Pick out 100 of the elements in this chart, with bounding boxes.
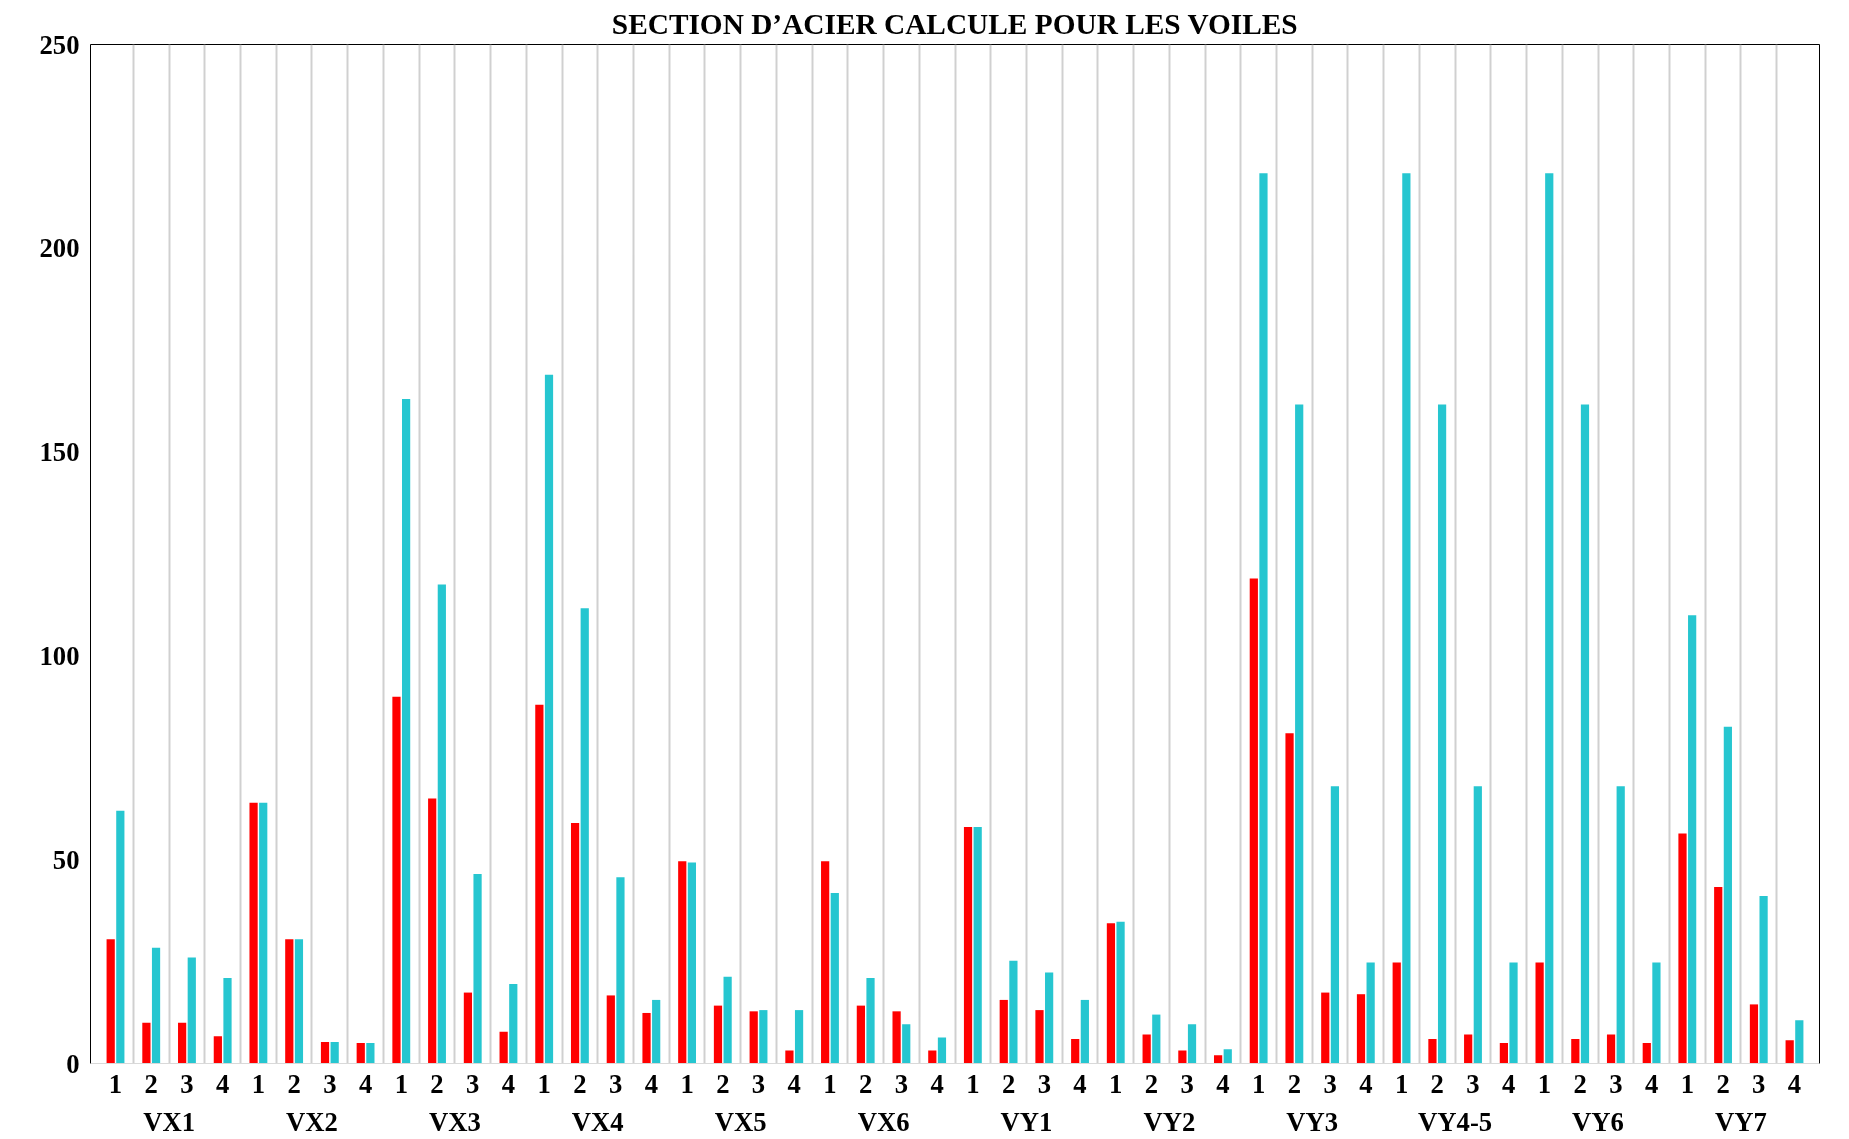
- bar: [1187, 1024, 1197, 1064]
- bar: [1009, 960, 1018, 1064]
- bar: [1116, 921, 1125, 1064]
- bar: [830, 893, 839, 1064]
- bar: [1723, 726, 1732, 1064]
- bar: [937, 1037, 947, 1064]
- text: VY2: [1143, 1106, 1196, 1137]
- y-tick-label: 100: [39, 640, 80, 671]
- bar: [1285, 733, 1294, 1064]
- bar: [678, 861, 687, 1064]
- x-tick-label: 3: [751, 1068, 766, 1099]
- bar: [1213, 1055, 1223, 1064]
- bar: [928, 1050, 937, 1064]
- bar: [963, 827, 973, 1064]
- bar: [1785, 1040, 1794, 1064]
- bar: [142, 1022, 151, 1064]
- bar: [544, 374, 554, 1064]
- bar: [213, 1036, 222, 1064]
- bar: [1749, 1004, 1759, 1064]
- bar: [1759, 895, 1768, 1064]
- bar: [1571, 1039, 1580, 1064]
- bar: [473, 873, 482, 1064]
- x-tick-label: 1: [1537, 1068, 1552, 1099]
- x-tick-label: 4: [358, 1068, 373, 1099]
- bar: [1606, 1034, 1616, 1064]
- bar: [1366, 962, 1375, 1064]
- bar: [463, 992, 473, 1064]
- x-tick-label: 2: [1573, 1068, 1587, 1099]
- y-tick-label: 0: [66, 1048, 80, 1079]
- bar: [1178, 1050, 1187, 1064]
- bar: [652, 999, 661, 1064]
- bar: [1795, 1020, 1804, 1064]
- bar: [999, 999, 1008, 1064]
- bar: [642, 1012, 651, 1064]
- bar: [1428, 1039, 1437, 1064]
- bar: [151, 947, 161, 1064]
- x-tick-label: 3: [1037, 1068, 1051, 1099]
- bar: [1464, 1034, 1473, 1064]
- text: VX3: [428, 1106, 481, 1137]
- bar: [116, 810, 125, 1064]
- x-tick-label: 3: [1180, 1068, 1194, 1099]
- bar: [580, 608, 589, 1064]
- chart-title: SECTION D’ACIER CALCULE POUR LES VOILES: [611, 7, 1298, 40]
- bar: [178, 1022, 187, 1064]
- x-tick-label: 3: [608, 1068, 623, 1099]
- x-tick-label: 2: [1287, 1068, 1302, 1099]
- x-tick-label: 4: [216, 1068, 230, 1099]
- bar: [856, 1005, 865, 1064]
- bar: [402, 399, 411, 1064]
- y-tick-label: 250: [39, 29, 80, 60]
- text: VY1: [1000, 1106, 1053, 1137]
- bar: [294, 939, 304, 1064]
- bar: [1535, 962, 1544, 1064]
- bar: [1295, 404, 1304, 1064]
- x-tick-label: 1: [966, 1068, 980, 1099]
- x-tick-label: 3: [1323, 1068, 1337, 1099]
- bar: [1142, 1034, 1151, 1064]
- x-tick-label: 3: [894, 1068, 909, 1099]
- bar: [1642, 1043, 1651, 1064]
- x-tick-label: 1: [1251, 1068, 1266, 1099]
- bar: [1509, 962, 1518, 1064]
- bar: [1616, 786, 1625, 1064]
- bar: [866, 977, 875, 1064]
- x-tick-label: 4: [1216, 1068, 1230, 1099]
- bar: [1652, 962, 1661, 1064]
- y-tick-label: 200: [39, 233, 80, 264]
- x-tick-label: 1: [680, 1068, 694, 1099]
- bar: [1321, 992, 1330, 1064]
- x-tick-label: 4: [501, 1068, 516, 1099]
- bar: [616, 877, 625, 1064]
- bar: [1045, 972, 1054, 1064]
- bar: [249, 802, 258, 1064]
- x-tick-label: 4: [930, 1068, 944, 1099]
- bar: [687, 862, 697, 1064]
- bar: [1223, 1049, 1232, 1064]
- x-tick-label: 1: [108, 1068, 123, 1099]
- bar: [892, 1011, 901, 1064]
- bar: [606, 995, 615, 1064]
- y-tick-label: 150: [39, 437, 80, 468]
- bar: [723, 976, 732, 1064]
- text: VX1: [143, 1106, 196, 1137]
- bar: [794, 1010, 804, 1064]
- bar: [320, 1041, 330, 1064]
- x-tick-label: 4: [644, 1068, 659, 1099]
- x-tick-label: 4: [1502, 1068, 1516, 1099]
- x-tick-label: 3: [1466, 1068, 1480, 1099]
- bar: [428, 798, 437, 1064]
- x-tick-label: 1: [537, 1068, 551, 1099]
- x-tick-label: 1: [251, 1068, 266, 1099]
- y-tick-label: 50: [52, 844, 80, 875]
- bar: [1392, 962, 1401, 1064]
- text: VY4-5: [1418, 1106, 1493, 1137]
- x-tick-label: 3: [323, 1068, 337, 1099]
- text: VX2: [286, 1106, 338, 1137]
- bar: [437, 584, 446, 1064]
- bar: [285, 939, 294, 1064]
- x-tick-label: 3: [466, 1068, 480, 1099]
- x-tick-label: 1: [394, 1068, 408, 1099]
- x-tick-label: 4: [1359, 1068, 1373, 1099]
- bar: [356, 1043, 365, 1064]
